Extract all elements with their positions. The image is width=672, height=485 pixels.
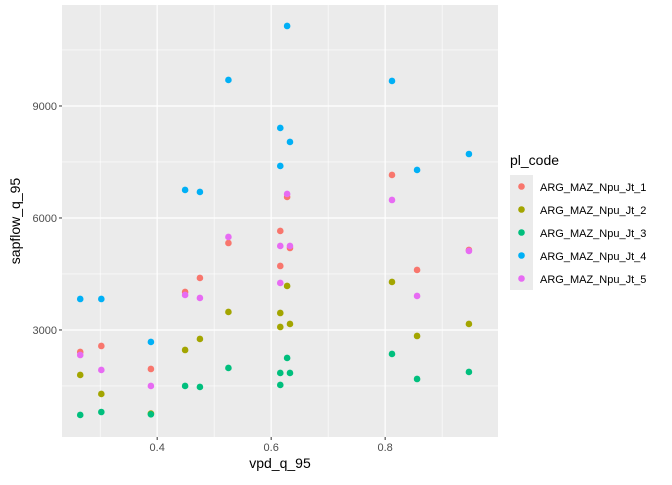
data-point: [196, 294, 204, 302]
data-point: [276, 227, 284, 235]
data-point: [76, 351, 84, 359]
data-point: [196, 188, 204, 196]
plot-panel: [62, 5, 498, 437]
y-tick-label: 3000: [33, 325, 57, 337]
legend: ARG_MAZ_Npu_Jt_1 ARG_MAZ_Npu_Jt_2 ARG_MAZ_…: [510, 175, 646, 290]
legend-marker: [518, 275, 525, 282]
data-point: [181, 382, 189, 390]
data-point: [413, 166, 421, 174]
axes: 0.4 0.6 0.8 3000 6000 9000: [33, 101, 393, 454]
data-point: [283, 190, 291, 198]
data-point: [98, 408, 105, 416]
data-point: [465, 150, 473, 158]
data-point: [283, 354, 291, 362]
legend-marker: [518, 229, 525, 236]
data-point: [147, 411, 155, 418]
legend-label: ARG_MAZ_Npu_Jt_5: [540, 274, 646, 286]
data-point: [388, 278, 396, 286]
data-point: [283, 282, 291, 290]
data-point: [196, 383, 204, 391]
data-point: [76, 295, 84, 303]
data-point: [276, 309, 284, 317]
data-point: [98, 342, 105, 350]
data-point: [147, 338, 155, 346]
data-point: [413, 375, 421, 383]
data-point: [225, 364, 232, 372]
data-point: [225, 233, 232, 241]
data-point: [147, 382, 155, 390]
legend-label: ARG_MAZ_Npu_Jt_3: [540, 228, 646, 240]
y-tick-label: 6000: [33, 213, 57, 225]
data-point: [225, 308, 232, 316]
data-point: [276, 369, 284, 377]
data-point: [98, 295, 105, 303]
data-point: [413, 266, 421, 274]
legend-label: ARG_MAZ_Npu_Jt_4: [540, 251, 646, 263]
legend-marker: [518, 252, 525, 259]
legend-title: pl_code: [510, 152, 559, 168]
data-point: [276, 381, 284, 389]
data-point: [465, 368, 473, 376]
y-tick-label: 9000: [33, 101, 57, 113]
data-point: [225, 239, 232, 247]
points: [76, 22, 473, 419]
data-point: [181, 291, 189, 299]
data-point: [276, 279, 284, 287]
data-point: [196, 335, 204, 343]
legend-label: ARG_MAZ_Npu_Jt_2: [540, 205, 646, 217]
data-point: [465, 320, 473, 328]
gridlines: [62, 5, 498, 437]
legend-label: ARG_MAZ_Npu_Jt_1: [540, 182, 646, 194]
data-point: [388, 350, 396, 358]
data-point: [225, 76, 232, 84]
data-point: [276, 262, 284, 270]
data-point: [276, 162, 284, 170]
x-axis-label: vpd_q_95: [249, 455, 311, 471]
data-point: [276, 323, 284, 331]
data-point: [76, 371, 84, 379]
data-point: [465, 247, 473, 255]
data-point: [286, 320, 294, 328]
legend-marker: [518, 183, 525, 190]
y-axis-label: sapflow_q_95: [7, 178, 23, 265]
data-point: [413, 292, 421, 300]
data-point: [181, 186, 189, 194]
x-tick-label: 0.6: [264, 442, 279, 454]
data-point: [283, 22, 291, 30]
data-point: [388, 196, 396, 204]
data-point: [276, 242, 284, 250]
data-point: [276, 124, 284, 132]
data-point: [286, 369, 294, 377]
data-point: [98, 366, 105, 374]
data-point: [286, 242, 294, 250]
legend-marker: [518, 206, 525, 213]
data-point: [76, 411, 84, 419]
data-point: [388, 171, 396, 179]
x-tick-label: 0.8: [378, 442, 393, 454]
data-point: [286, 138, 294, 146]
data-point: [147, 365, 155, 373]
data-point: [181, 346, 189, 354]
data-point: [196, 274, 204, 282]
data-point: [413, 332, 421, 340]
x-tick-label: 0.4: [150, 442, 165, 454]
data-point: [388, 77, 396, 85]
data-point: [98, 390, 105, 398]
